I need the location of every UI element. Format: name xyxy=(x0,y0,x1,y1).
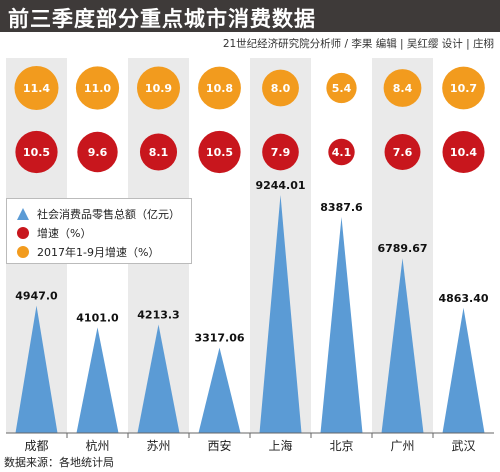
growth-bubble xyxy=(384,134,421,170)
x-tick-label: 广州 xyxy=(390,439,414,453)
growth-value-label: 7.6 xyxy=(393,146,413,159)
retail-spikes: 4947.0 4101.0 4213.3 3317.06 9244.01 8387.6 67… xyxy=(15,179,489,433)
triangle-marker-icon xyxy=(17,208,29,220)
prev-growth-value-label: 10.7 xyxy=(450,82,477,95)
retail-value-label: 3317.06 xyxy=(194,332,244,345)
bubbles-growth: 10.5 9.6 8.1 10.5 7.9 4.1 7.6 10.4 xyxy=(15,130,485,174)
prev-growth-bubble xyxy=(75,66,120,110)
bubbles-2017: 11.4 11.0 10.9 10.8 8.0 5.4 8.4 10.7 xyxy=(14,66,485,110)
retail-value-label: 9244.01 xyxy=(255,179,305,192)
prev-growth-bubble xyxy=(136,66,181,110)
prev-growth-value-label: 8.4 xyxy=(393,82,413,95)
prev-growth-bubble xyxy=(383,69,422,107)
prev-growth-value-label: 8.0 xyxy=(271,82,291,95)
prev-growth-bubble xyxy=(198,66,241,110)
retail-spike xyxy=(381,258,424,433)
prev-growth-value-label: 10.9 xyxy=(145,82,172,95)
growth-bubble xyxy=(262,133,299,171)
growth-bubble xyxy=(442,130,485,174)
growth-bubble xyxy=(198,130,241,174)
prev-growth-value-label: 10.8 xyxy=(206,82,233,95)
legend-label-growth: 增速（%） xyxy=(37,227,92,240)
x-tick-label: 北京 xyxy=(329,439,353,453)
growth-bubble xyxy=(328,138,355,166)
legend-label-retail: 社会消费品零售总额（亿元） xyxy=(37,208,180,221)
retail-spike xyxy=(198,347,241,433)
data-source: 数据来源：各地统计局 xyxy=(4,456,114,469)
retail-spike xyxy=(259,195,302,433)
growth-value-label: 10.5 xyxy=(23,146,50,159)
retail-spike xyxy=(15,305,58,433)
prev-growth-bubble xyxy=(262,69,299,107)
prev-growth-bubble xyxy=(326,72,357,104)
growth-value-label: 8.1 xyxy=(149,146,169,159)
prev-growth-bubble xyxy=(14,66,59,110)
prev-growth-value-label: 5.4 xyxy=(332,82,352,95)
retail-value-label: 4947.0 xyxy=(15,290,58,303)
retail-value-label: 8387.6 xyxy=(320,201,363,214)
retail-spike xyxy=(76,327,119,433)
growth-bubble xyxy=(139,133,178,171)
x-tick-label: 上海 xyxy=(268,438,292,453)
legend-label-growth-2017: 2017年1-9月增速（%） xyxy=(37,246,160,259)
retail-spike xyxy=(320,217,363,433)
retail-value-label: 6789.67 xyxy=(377,242,427,255)
retail-value-label: 4213.3 xyxy=(137,309,179,322)
retail-spike xyxy=(137,324,180,433)
prev-growth-value-label: 11.0 xyxy=(84,82,111,95)
legend: 社会消费品零售总额（亿元） 增速（%） 2017年1-9月增速（%） xyxy=(6,198,192,264)
prev-growth-value-label: 11.4 xyxy=(23,82,50,95)
retail-value-label: 4101.0 xyxy=(76,311,119,324)
growth-value-label: 9.6 xyxy=(88,146,108,159)
x-tick-label: 苏州 xyxy=(146,439,170,453)
x-axis: 成都 杭州 苏州 西安 上海 北京 广州 武汉 xyxy=(6,432,494,453)
growth-value-label: 7.9 xyxy=(271,146,291,159)
orange-circle-marker-icon xyxy=(17,246,29,258)
retail-spike xyxy=(442,307,485,433)
growth-value-label: 10.4 xyxy=(450,146,477,159)
red-circle-marker-icon xyxy=(17,227,29,239)
retail-value-label: 4863.40 xyxy=(438,292,488,305)
credits-line: 21世纪经济研究院分析师 / 李果 编辑 | 吴红缨 设计 | 庄栩 xyxy=(222,38,494,50)
growth-bubble xyxy=(77,131,118,173)
growth-value-label: 10.5 xyxy=(206,146,233,159)
x-tick-label: 武汉 xyxy=(451,439,475,453)
x-tick-label: 杭州 xyxy=(85,438,109,453)
x-tick-label: 西安 xyxy=(207,438,231,453)
title-bar: 前三季度部分重点城市消费数据 xyxy=(0,0,500,32)
chart-title: 前三季度部分重点城市消费数据 xyxy=(8,7,316,31)
x-tick-label: 成都 xyxy=(24,439,48,453)
prev-growth-bubble xyxy=(442,66,485,110)
growth-bubble xyxy=(15,130,58,174)
growth-value-label: 4.1 xyxy=(332,146,352,159)
